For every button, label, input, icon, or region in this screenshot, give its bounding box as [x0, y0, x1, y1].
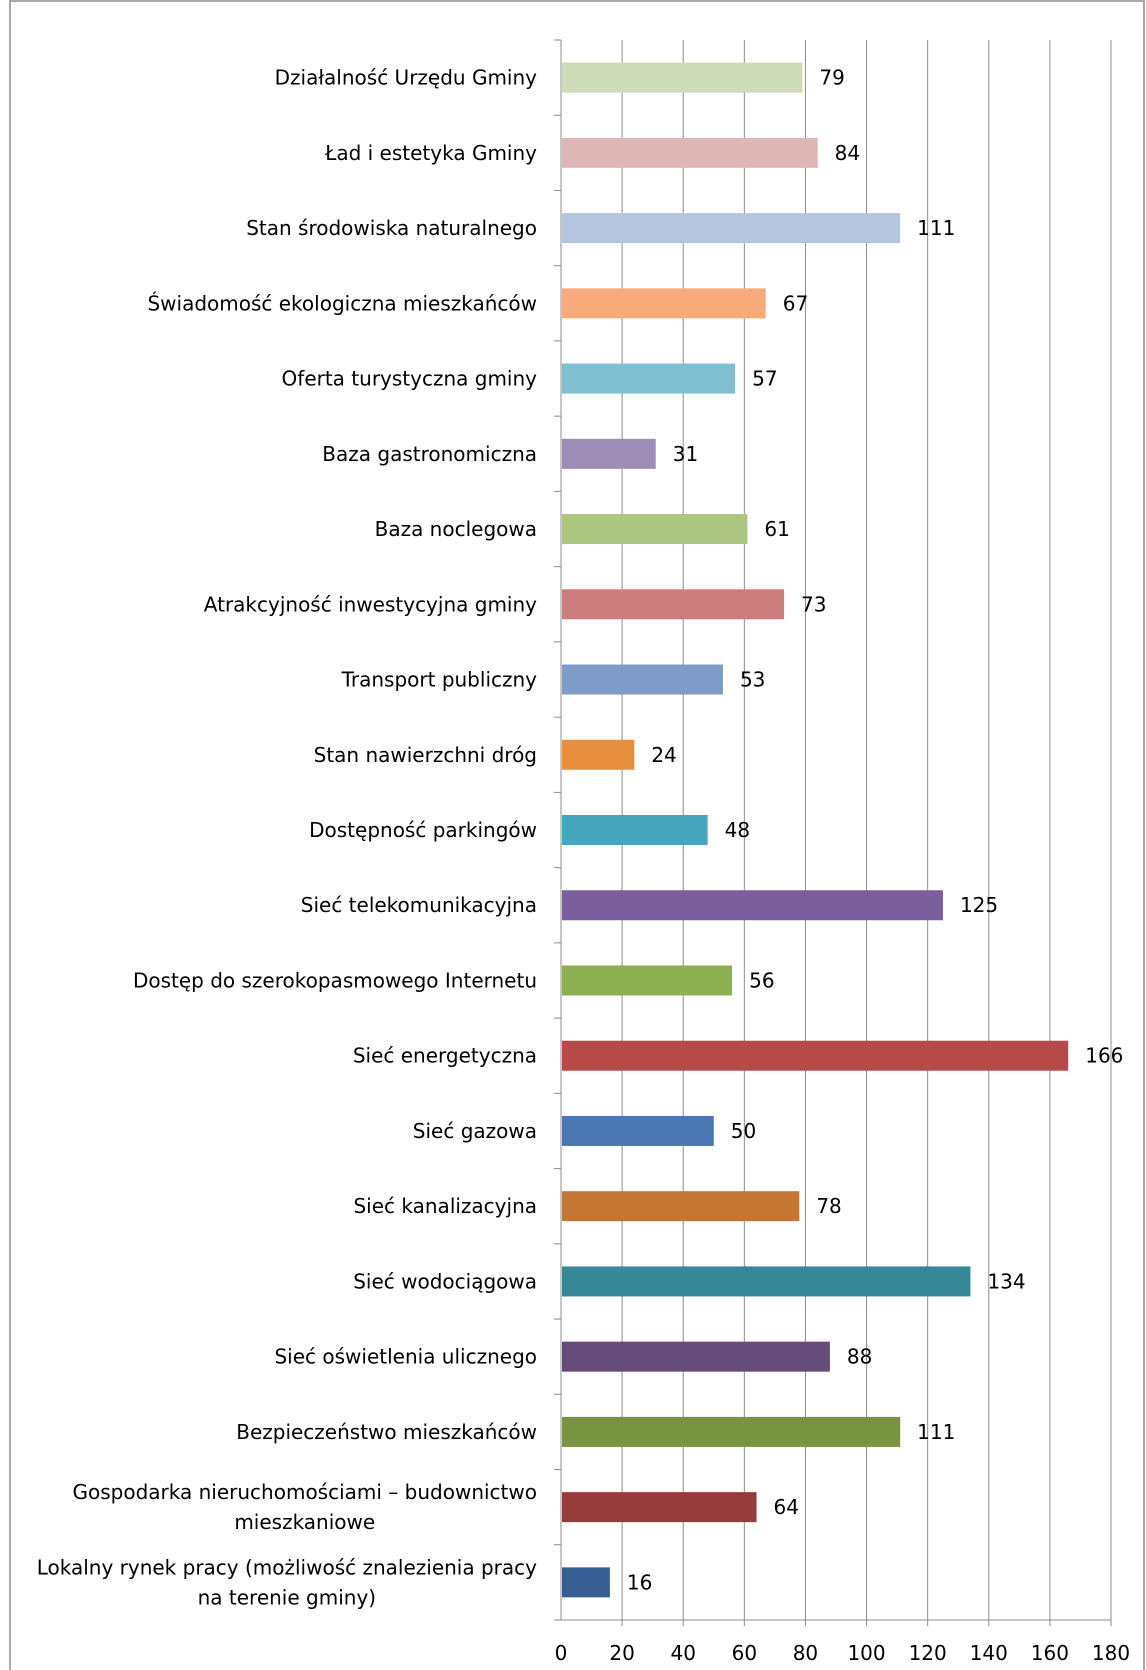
- x-tick-label: 20: [609, 1641, 634, 1665]
- data-label: 16: [627, 1570, 652, 1594]
- data-label: 56: [749, 968, 774, 992]
- bar: [562, 965, 733, 996]
- bar: [562, 1492, 757, 1523]
- x-tick-label: 60: [732, 1641, 757, 1665]
- data-label: 78: [816, 1194, 841, 1218]
- x-tick-label: 140: [970, 1641, 1008, 1665]
- x-tick-label: 0: [555, 1641, 568, 1665]
- data-label: 64: [774, 1495, 799, 1519]
- x-tick-label: 40: [670, 1641, 695, 1665]
- bar: [562, 1115, 714, 1146]
- category-label: Lokalny rynek pracy (możliwość znalezien…: [37, 1555, 537, 1609]
- data-label: 73: [801, 592, 826, 616]
- category-label: Sieć kanalizacyjna: [353, 1194, 537, 1218]
- category-label: Sieć oświetlenia ulicznego: [274, 1345, 537, 1369]
- bar: [562, 438, 656, 469]
- x-tick-label: 160: [1031, 1641, 1069, 1665]
- category-label: Gospodarka nieruchomościami – budownictw…: [73, 1480, 537, 1534]
- category-label: Baza noclegowa: [375, 517, 537, 541]
- bar: [562, 288, 766, 319]
- chart-frame: [9, 0, 1145, 1670]
- bar: [562, 213, 901, 244]
- bar: [562, 514, 748, 545]
- category-label: Transport publiczny: [341, 668, 538, 692]
- bar: [562, 1567, 610, 1598]
- bar: [562, 137, 818, 168]
- bar: [562, 815, 708, 845]
- data-label: 67: [783, 291, 808, 315]
- data-label: 125: [960, 893, 998, 917]
- category-label: Dostępność parkingów: [309, 818, 537, 842]
- data-label: 57: [752, 367, 777, 391]
- bar: [562, 589, 785, 620]
- category-label: Ład i estetyka Gminy: [324, 141, 537, 165]
- x-tick-labels: 0 20 40 60 80 100 120 140 160 180: [555, 1641, 1130, 1665]
- data-label: 61: [764, 517, 789, 541]
- category-label: Dostęp do szerokopasmowego Internetu: [133, 968, 537, 992]
- data-label: 134: [987, 1269, 1025, 1293]
- bar: [562, 739, 635, 770]
- bar: [562, 664, 723, 695]
- bar: [562, 363, 736, 394]
- category-label: Oferta turystyczna gminy: [282, 367, 538, 391]
- bar: [562, 1191, 800, 1222]
- category-labels: Działalność Urzędu Gminy Ład i estetyka G…: [37, 66, 537, 1610]
- data-label: 79: [819, 66, 844, 90]
- category-label: Stan środowiska naturalnego: [246, 216, 537, 240]
- data-label: 31: [673, 442, 698, 466]
- bar: [562, 62, 803, 93]
- category-label: Stan nawierzchni dróg: [314, 743, 537, 767]
- category-label: Sieć telekomunikacyjna: [301, 893, 537, 917]
- category-label: Sieć energetyczna: [353, 1044, 537, 1068]
- x-tick-label: 180: [1092, 1641, 1130, 1665]
- data-label: 48: [725, 818, 750, 842]
- bar: [562, 1341, 830, 1372]
- category-label: Atrakcyjność inwestycyjna gminy: [204, 592, 537, 616]
- data-label: 24: [651, 743, 676, 767]
- x-tick-label: 100: [847, 1641, 885, 1665]
- axes: [554, 39, 1111, 1621]
- category-label: Bezpieczeństwo mieszkańców: [236, 1420, 537, 1444]
- data-label: 53: [740, 668, 765, 692]
- data-label: 50: [731, 1119, 756, 1143]
- value-labels: 79 84 111 67 57 31 61 73 53 24 48 125 56 166 50 78 134 88…: [627, 66, 1124, 1595]
- data-label: 166: [1085, 1044, 1123, 1068]
- category-label: Sieć gazowa: [413, 1119, 537, 1143]
- data-label: 88: [847, 1345, 872, 1369]
- category-label: Działalność Urzędu Gminy: [275, 66, 537, 90]
- x-tick-label: 120: [909, 1641, 947, 1665]
- bar: [562, 1416, 901, 1447]
- bar: [562, 890, 943, 921]
- category-label: Baza gastronomiczna: [322, 442, 537, 466]
- bars: [562, 62, 1069, 1598]
- x-tick-label: 80: [793, 1641, 818, 1665]
- data-label: 111: [917, 216, 955, 240]
- bar: [562, 1266, 971, 1297]
- category-label: Sieć wodociągowa: [353, 1269, 537, 1293]
- data-label: 84: [835, 141, 860, 165]
- bar: [562, 1040, 1069, 1071]
- category-label: Świadomość ekologiczna mieszkańców: [147, 291, 537, 315]
- data-label: 111: [917, 1420, 955, 1444]
